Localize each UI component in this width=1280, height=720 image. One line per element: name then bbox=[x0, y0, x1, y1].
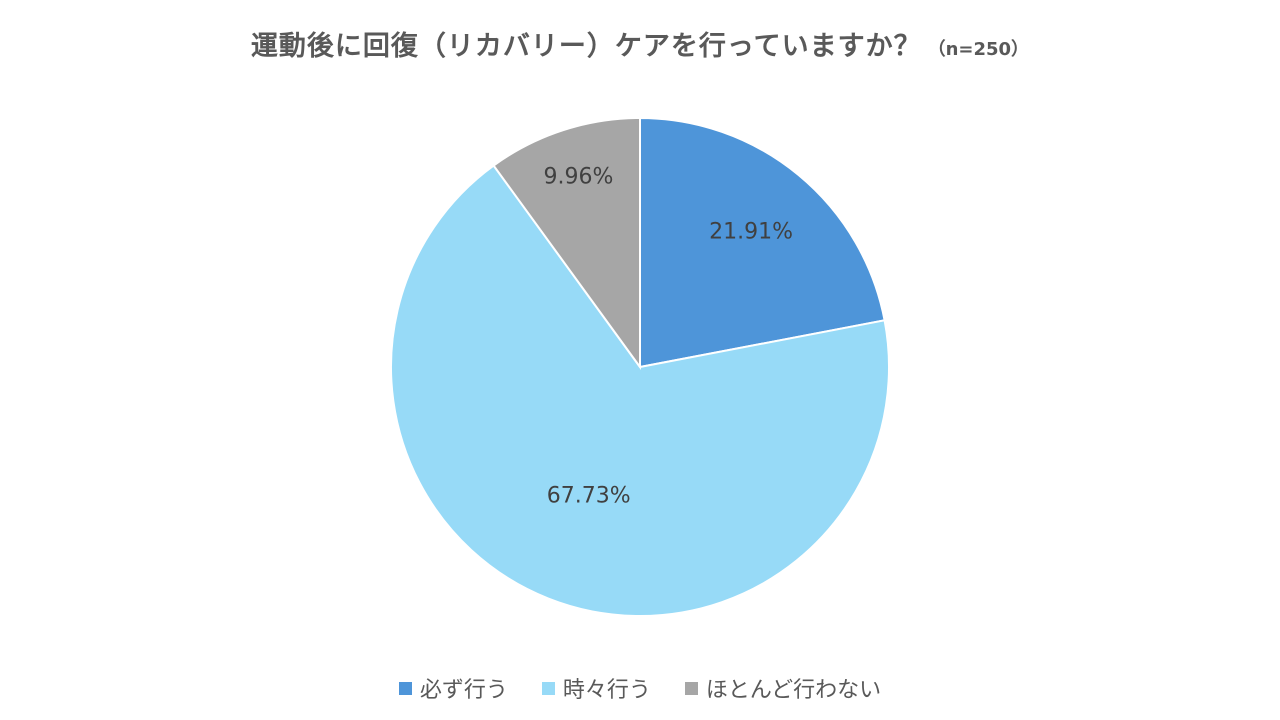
legend-label-rarely: ほとんど行わない bbox=[705, 678, 882, 703]
legend-swatch-always bbox=[398, 681, 412, 695]
data-label-rarely: 9.96% bbox=[543, 165, 613, 190]
chart-title-text: 運動後に回復（リカバリー）ケアを行っていますか？ bbox=[250, 31, 922, 62]
legend-swatch-rarely bbox=[684, 681, 698, 695]
data-label-always: 21.91% bbox=[709, 220, 793, 245]
legend-label-sometimes: 時々行う bbox=[562, 678, 651, 703]
chart-legend: 必ず行う 時々行う ほとんど行わない bbox=[0, 672, 1280, 704]
data-label-sometimes: 67.73% bbox=[547, 484, 631, 509]
pie-slice-sometimes bbox=[390, 164, 890, 617]
legend-item-rarely: ほとんど行わない bbox=[684, 672, 882, 704]
chart-title: 運動後に回復（リカバリー）ケアを行っていますか？ （n=250） bbox=[0, 24, 1280, 63]
pie-slice-rarely bbox=[492, 116, 641, 371]
sample-size-note: （n=250） bbox=[927, 39, 1030, 60]
legend-label-always: 必ず行う bbox=[419, 678, 508, 703]
legend-item-always: 必ず行う bbox=[398, 672, 508, 704]
legend-item-sometimes: 時々行う bbox=[541, 672, 651, 704]
legend-swatch-sometimes bbox=[541, 681, 555, 695]
pie-slice-always bbox=[639, 116, 886, 369]
